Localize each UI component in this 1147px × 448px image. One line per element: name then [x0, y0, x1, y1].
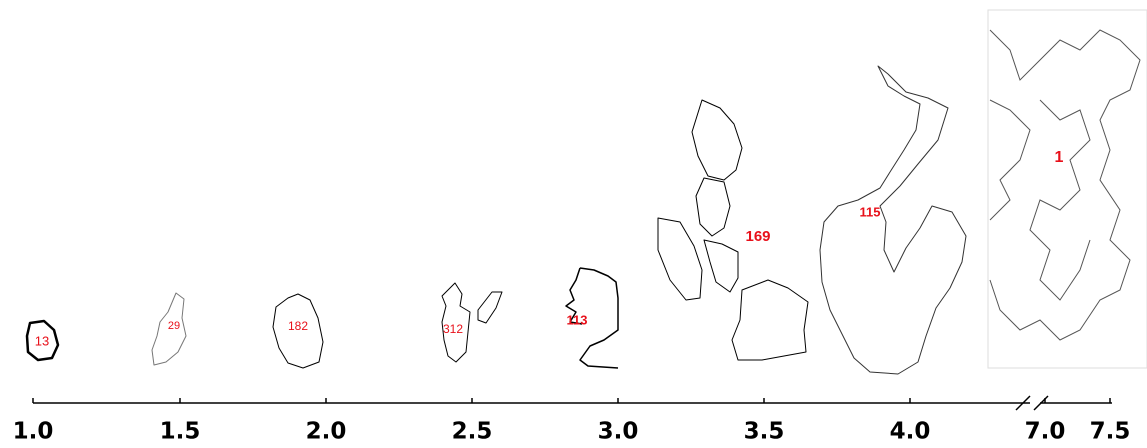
shape-label: 29 [168, 320, 180, 332]
shape-outline [658, 100, 808, 360]
tick-label: 7.0 [1025, 419, 1066, 445]
tick-label: 3.0 [598, 419, 639, 445]
tick-label: 7.5 [1090, 419, 1131, 445]
axis [33, 396, 1112, 410]
ticks: 1.0 1.5 2.0 2.5 3.0 3.5 4.0 7.0 7.5 [13, 398, 1131, 445]
tick-label: 3.5 [744, 419, 785, 445]
shape-label: 312 [443, 322, 463, 336]
shape-label: 169 [745, 228, 770, 245]
shape-outline [820, 66, 966, 374]
figure: 13 29 182 312 113 169 115 1 1.0 1.5 2.0 2.5… [0, 0, 1147, 448]
tick-label: 1.0 [13, 419, 54, 445]
shape-outline [990, 30, 1140, 340]
shape-label: 13 [35, 333, 49, 348]
tick-label: 1.5 [160, 419, 201, 445]
tick-label: 2.0 [306, 419, 347, 445]
tick-label: 2.5 [452, 419, 493, 445]
tick-label: 4.0 [890, 419, 931, 445]
panel-frame [988, 10, 1147, 368]
shape-label: 182 [288, 319, 308, 333]
shape-label: 113 [567, 312, 588, 327]
shape-label: 1 [1055, 149, 1064, 166]
shape-label: 115 [860, 204, 881, 219]
